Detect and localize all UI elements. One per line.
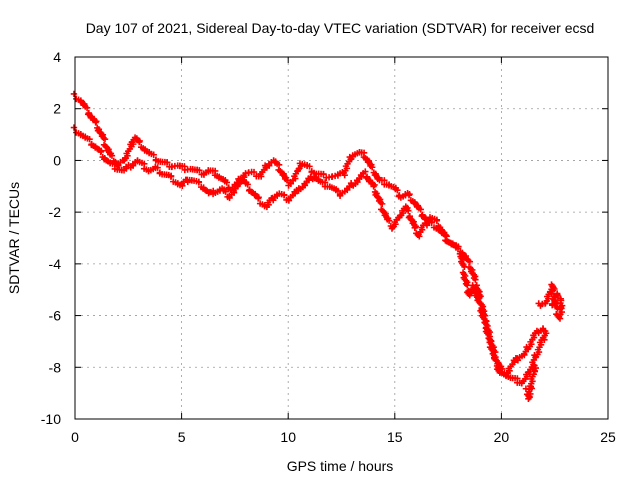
- data-point: [167, 173, 175, 180]
- y-tick-label: 0: [53, 152, 61, 168]
- y-tick-label: -6: [49, 308, 62, 324]
- data-point: [378, 200, 386, 208]
- data-point: [196, 167, 203, 174]
- data-point: [466, 258, 474, 265]
- data-point: [492, 357, 499, 364]
- data-point: [553, 291, 561, 299]
- data-point: [411, 224, 419, 231]
- data-point: [539, 325, 547, 332]
- data-point: [549, 302, 556, 309]
- data-point: [280, 192, 288, 199]
- data-point: [472, 276, 479, 283]
- series-upper-trace: [70, 90, 550, 387]
- data-point: [108, 152, 116, 159]
- data-point: [454, 245, 462, 252]
- data-point: [70, 124, 78, 131]
- y-tick-label: -4: [49, 256, 62, 272]
- chart-title: Day 107 of 2021, Sidereal Day-to-day VTE…: [86, 20, 595, 36]
- data-point: [488, 338, 495, 345]
- data-point: [154, 164, 161, 171]
- data-point: [549, 287, 557, 294]
- data-point: [334, 187, 342, 195]
- data-point: [469, 282, 476, 289]
- data-point: [370, 183, 377, 190]
- data-point: [86, 136, 93, 143]
- data-point: [320, 170, 327, 178]
- data-point: [244, 181, 251, 188]
- x-tick-label: 25: [600, 429, 616, 445]
- x-tick-label: 5: [178, 429, 186, 445]
- x-axis-label: GPS time / hours: [287, 458, 394, 474]
- axes: [74, 56, 609, 420]
- grid-lines: [75, 57, 608, 419]
- plot-frame: [74, 56, 609, 420]
- data-point: [477, 300, 484, 307]
- y-tick-label: 2: [53, 101, 61, 117]
- y-axis-label: SDTVAR / TECUs: [6, 182, 22, 294]
- data-points: [70, 90, 566, 402]
- x-tick-label: 10: [280, 429, 296, 445]
- data-point: [464, 282, 471, 289]
- y-tick-label: 4: [53, 49, 61, 65]
- data-point: [433, 217, 440, 224]
- data-point: [250, 168, 258, 176]
- y-tick-label: -8: [49, 359, 62, 375]
- series-dropout: [522, 362, 539, 402]
- data-point: [195, 179, 203, 186]
- data-point: [385, 217, 393, 224]
- data-point: [461, 263, 468, 270]
- data-point: [283, 176, 291, 184]
- data-point: [163, 159, 171, 166]
- data-point: [531, 362, 538, 369]
- data-point: [222, 188, 229, 195]
- data-point: [368, 164, 376, 171]
- data-point: [254, 195, 262, 202]
- data-point: [405, 191, 413, 199]
- data-point: [70, 90, 78, 98]
- data-point: [97, 148, 104, 156]
- data-point: [306, 163, 313, 170]
- y-tick-label: -2: [49, 204, 62, 220]
- data-point: [394, 186, 401, 194]
- x-tick-label: 15: [387, 429, 403, 445]
- series-lower-trace: [70, 124, 547, 379]
- data-point: [150, 151, 157, 158]
- y-tick-label: -10: [41, 411, 61, 427]
- series-end-cluster: [535, 281, 566, 322]
- data-point: [92, 119, 99, 126]
- x-tick-label: 20: [494, 429, 510, 445]
- data-point: [135, 138, 143, 146]
- data-point: [83, 104, 91, 111]
- x-tick-label: 0: [71, 429, 79, 445]
- data-point: [417, 206, 424, 213]
- data-point: [223, 179, 230, 186]
- data-point: [481, 319, 488, 326]
- data-point: [405, 207, 412, 214]
- data-point: [101, 136, 109, 143]
- data-point: [362, 168, 369, 175]
